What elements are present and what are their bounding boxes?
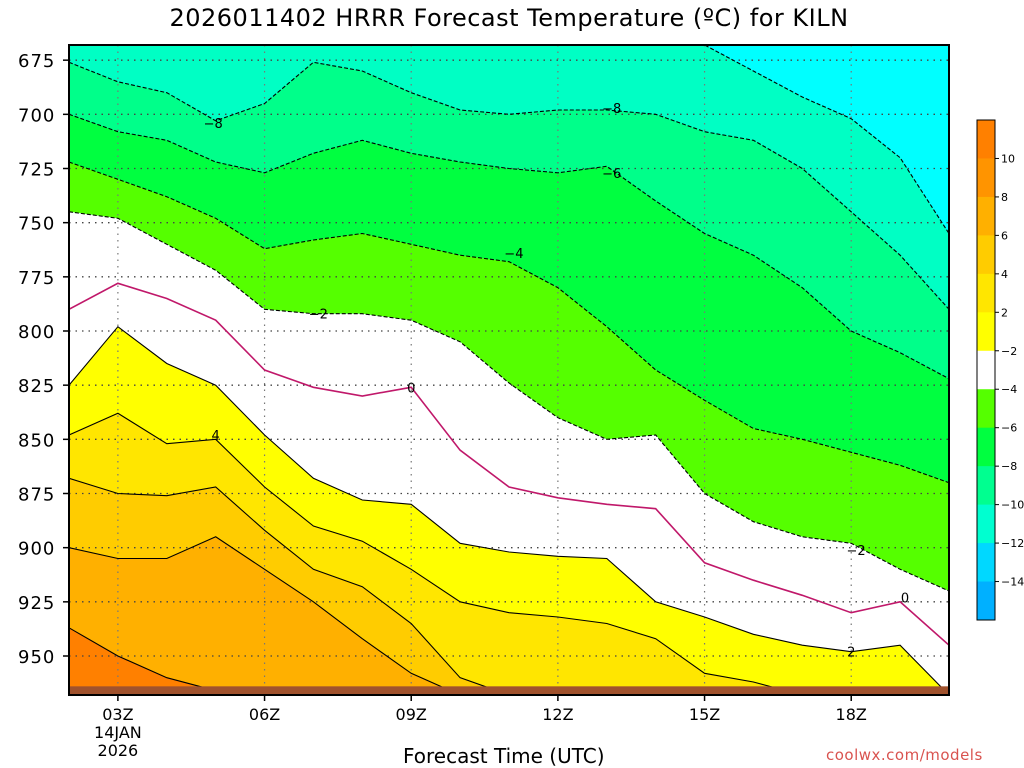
band-4-to-6 [69, 413, 949, 695]
x-tick-sublabel: 14JAN [94, 723, 142, 742]
contour-labels: −8 −8 −6 −4 −2 0 4 −2 0 2 [204, 102, 910, 661]
colorbar-label: −12 [1001, 537, 1024, 550]
colorbar-cell [977, 581, 995, 621]
contour-label: 0 [901, 592, 909, 607]
x-tick-sublabel: 2026 [98, 741, 139, 760]
y-tick-label-675: 675 [18, 51, 55, 72]
colorbar-label: −2 [1001, 345, 1017, 358]
colorbar-cell [977, 427, 995, 467]
y-tick-label-725: 725 [18, 160, 55, 181]
isotherm--4 [69, 161, 949, 484]
x-tick-label-18Z: 18Z [836, 705, 867, 724]
colorbar-label: 2 [1001, 306, 1008, 319]
band--8-to--6 [69, 62, 949, 379]
ground-surface-band [69, 686, 949, 695]
band--2-to-0 [69, 211, 949, 646]
colorbar-cell [977, 158, 995, 198]
x-tick-label-09Z: 09Z [396, 705, 427, 724]
contour-label: −8 [204, 117, 223, 132]
colorbar-cell [977, 312, 995, 352]
colorbar-cell [977, 350, 995, 390]
contour-label: 2 [847, 646, 855, 661]
y-tick-label-900: 900 [18, 539, 55, 560]
isotherm--6 [69, 113, 949, 380]
y-tick-label-875: 875 [18, 485, 55, 506]
x-tick-label-03Z: 03Z [102, 705, 133, 724]
isotherm-8 [69, 536, 949, 695]
colorbar-cell [977, 466, 995, 506]
colorbar-cell [977, 120, 995, 159]
contour-label: −6 [602, 167, 621, 182]
contour-label: −4 [504, 247, 523, 262]
source-credit-link[interactable]: coolwx.com/models [826, 746, 983, 764]
colorbar-label: 8 [1001, 191, 1008, 204]
x-tick-label-15Z: 15Z [689, 705, 720, 724]
band--6-to--4 [69, 114, 949, 483]
colorbar-frame [976, 119, 996, 621]
band-2-to-4 [69, 326, 949, 695]
temperature-fill-bands [69, 45, 949, 695]
contour-label: −8 [602, 102, 621, 117]
colorbar-cell [977, 273, 995, 313]
band-0-to-2 [69, 283, 949, 695]
colorbar-label: 6 [1001, 229, 1008, 242]
colorbar-cell [977, 543, 995, 583]
colorbar-label: −6 [1001, 422, 1017, 435]
x-tick-label-06Z: 06Z [249, 705, 280, 724]
isotherm-6 [69, 477, 949, 695]
band--10-to--8 [69, 45, 949, 310]
y-tick-label-950: 950 [18, 647, 55, 668]
isotherm-4 [69, 412, 949, 695]
y-axis: 675 700 725 750 775 800 825 850 875 900 925 950 [18, 51, 69, 668]
y-tick-label-775: 775 [18, 268, 55, 289]
colorbar-label: −8 [1001, 460, 1017, 473]
colorbar-label: −4 [1001, 383, 1017, 396]
colorbar-cell [977, 235, 995, 275]
colorbar-label: −10 [1001, 499, 1024, 512]
colorbar-label: 4 [1001, 268, 1008, 281]
colorbar-cell [977, 389, 995, 429]
colorbar-label: −14 [1001, 576, 1024, 589]
y-tick-label-825: 825 [18, 376, 55, 397]
y-tick-label-750: 750 [18, 214, 55, 235]
colorbar-label: 10 [1001, 152, 1015, 165]
y-tick-label-800: 800 [18, 322, 55, 343]
isotherm--2 [69, 211, 949, 592]
x-tick-label-12Z: 12Z [542, 705, 573, 724]
contour-label: 0 [407, 381, 415, 396]
plot-frame [68, 44, 950, 696]
band-6-to-8 [69, 478, 949, 695]
isotherm-0 [69, 282, 949, 646]
contour-label: 4 [212, 429, 220, 444]
isotherm--8 [69, 61, 949, 310]
colorbar-cell [977, 196, 995, 236]
y-tick-label-850: 850 [18, 430, 55, 451]
y-tick-label-700: 700 [18, 105, 55, 126]
contour-label: −2 [847, 544, 866, 559]
chart-title: 2026011402 HRRR Forecast Temperature (ºC… [169, 4, 849, 32]
colorbar: 10 8 6 4 2 −2 −4 −6 −8 −10 −12 −14 [976, 119, 1024, 621]
band-8-to-10 [69, 536, 949, 695]
isotherm-2 [69, 325, 949, 695]
x-axis-title: Forecast Time (UTC) [403, 744, 605, 768]
y-tick-label-925: 925 [18, 593, 55, 614]
colorbar-cell [977, 504, 995, 544]
isotherm--10 [69, 45, 949, 234]
band--4-to--2 [69, 162, 949, 591]
contour-label: −2 [309, 308, 328, 323]
